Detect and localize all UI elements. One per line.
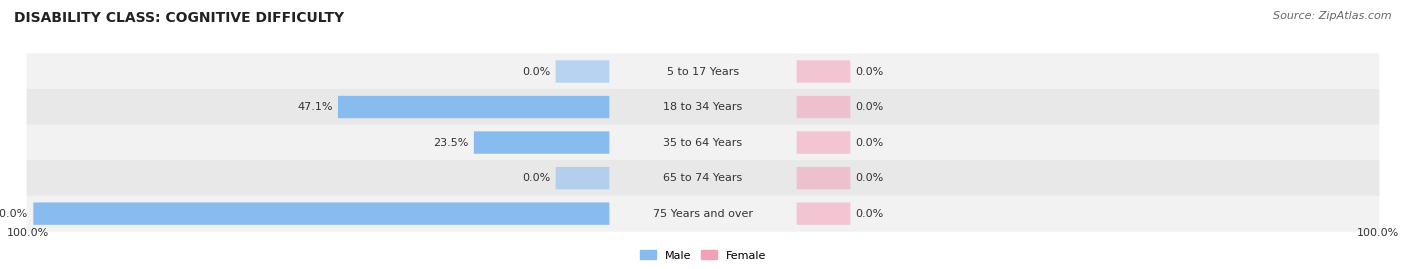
Text: 0.0%: 0.0% <box>856 137 884 148</box>
FancyBboxPatch shape <box>34 203 609 225</box>
FancyBboxPatch shape <box>555 167 609 189</box>
Text: 100.0%: 100.0% <box>0 209 28 219</box>
Text: 65 to 74 Years: 65 to 74 Years <box>664 173 742 183</box>
Text: 0.0%: 0.0% <box>856 209 884 219</box>
Legend: Male, Female: Male, Female <box>636 246 770 265</box>
FancyBboxPatch shape <box>797 96 851 118</box>
Text: 0.0%: 0.0% <box>856 102 884 112</box>
Text: 0.0%: 0.0% <box>856 66 884 76</box>
Text: 0.0%: 0.0% <box>522 66 550 76</box>
Text: 0.0%: 0.0% <box>522 173 550 183</box>
FancyBboxPatch shape <box>27 125 1379 161</box>
Text: 100.0%: 100.0% <box>7 228 49 238</box>
FancyBboxPatch shape <box>27 53 1379 90</box>
Text: 47.1%: 47.1% <box>297 102 333 112</box>
FancyBboxPatch shape <box>797 60 851 83</box>
Text: DISABILITY CLASS: COGNITIVE DIFFICULTY: DISABILITY CLASS: COGNITIVE DIFFICULTY <box>14 11 344 25</box>
Text: 100.0%: 100.0% <box>1357 228 1399 238</box>
FancyBboxPatch shape <box>797 131 851 154</box>
Text: 35 to 64 Years: 35 to 64 Years <box>664 137 742 148</box>
FancyBboxPatch shape <box>555 60 609 83</box>
FancyBboxPatch shape <box>797 167 851 189</box>
Text: 23.5%: 23.5% <box>433 137 468 148</box>
Text: 0.0%: 0.0% <box>856 173 884 183</box>
FancyBboxPatch shape <box>337 96 609 118</box>
FancyBboxPatch shape <box>27 89 1379 125</box>
FancyBboxPatch shape <box>27 196 1379 232</box>
FancyBboxPatch shape <box>474 131 609 154</box>
Text: 75 Years and over: 75 Years and over <box>652 209 754 219</box>
Text: 5 to 17 Years: 5 to 17 Years <box>666 66 740 76</box>
FancyBboxPatch shape <box>27 160 1379 196</box>
FancyBboxPatch shape <box>797 203 851 225</box>
Text: Source: ZipAtlas.com: Source: ZipAtlas.com <box>1274 11 1392 21</box>
Text: 18 to 34 Years: 18 to 34 Years <box>664 102 742 112</box>
